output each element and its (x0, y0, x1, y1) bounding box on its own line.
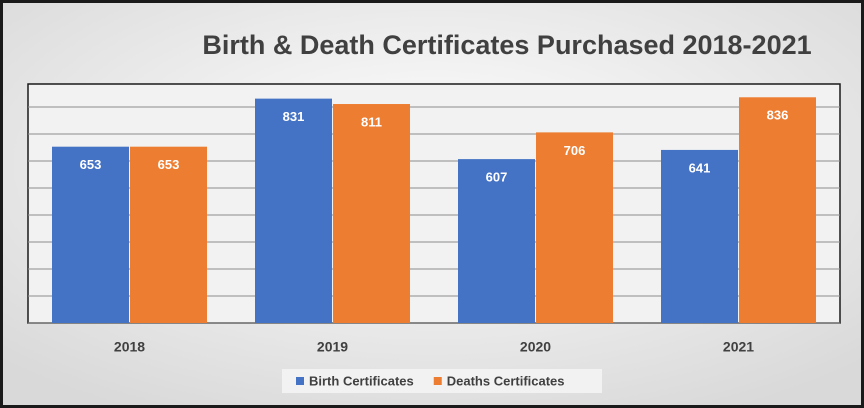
x-tick-label: 2018 (114, 339, 145, 355)
bar (52, 146, 129, 323)
bar (536, 132, 613, 323)
data-label: 653 (158, 157, 180, 172)
bar (458, 159, 535, 323)
legend-swatch (433, 377, 442, 385)
legend-swatch (296, 377, 304, 385)
data-label: 607 (486, 170, 508, 185)
bar (739, 97, 816, 323)
legend-label: Deaths Certificates (447, 373, 565, 388)
data-label: 811 (361, 114, 382, 129)
data-label: 641 (689, 160, 711, 175)
x-tick-label: 2020 (520, 339, 551, 355)
bar (255, 98, 332, 323)
legend-label: Birth Certificates (309, 373, 414, 388)
data-label: 653 (80, 157, 102, 172)
bar (130, 146, 207, 323)
bar (333, 104, 410, 323)
x-tick-label: 2019 (317, 339, 348, 355)
bar (661, 149, 738, 323)
data-label: 836 (767, 108, 789, 123)
data-label: 706 (564, 143, 586, 158)
legend-box (282, 369, 602, 393)
data-label: 831 (283, 109, 305, 124)
chart-title: Birth & Death Certificates Purchased 201… (202, 30, 811, 60)
x-tick-label: 2021 (723, 339, 754, 355)
